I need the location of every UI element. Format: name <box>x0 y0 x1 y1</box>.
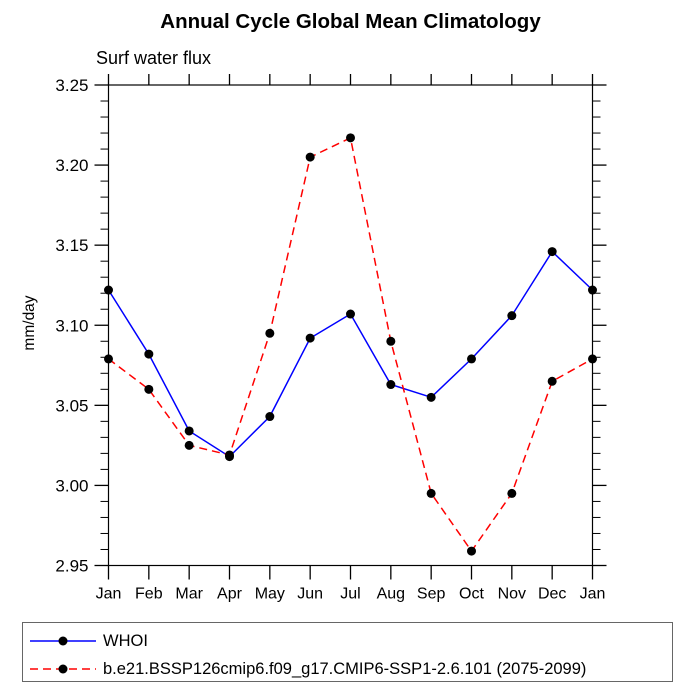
data-point <box>305 333 315 343</box>
y-tick-label: 3.05 <box>55 396 88 415</box>
legend-item-whoi: WHOI <box>23 627 672 655</box>
legend-label-whoi: WHOI <box>103 631 148 650</box>
data-point <box>144 349 154 359</box>
data-point <box>386 336 396 346</box>
data-point <box>588 285 597 295</box>
legend-line-sample-dashed <box>30 664 96 674</box>
x-tick-label: Jan <box>96 586 122 603</box>
x-tick-label: Aug <box>377 586 405 603</box>
data-point <box>144 384 154 394</box>
data-point <box>184 440 194 450</box>
x-tick-label: Feb <box>135 586 163 603</box>
data-point <box>104 354 113 364</box>
chart-subtitle: Surf water flux <box>96 48 212 68</box>
data-point <box>426 488 436 498</box>
data-point <box>426 392 436 402</box>
data-point <box>225 450 234 460</box>
legend-label-model: b.e21.BSSP126cmip6.f09_g17.CMIP6-SSP1-2.… <box>103 659 587 678</box>
data-series-line-0 <box>107 250 594 458</box>
data-point <box>467 354 476 364</box>
x-tick-label: Nov <box>498 586 526 603</box>
data-point <box>104 285 113 295</box>
data-point <box>305 152 315 162</box>
y-tick-label: 3.10 <box>55 316 88 335</box>
x-tick-label: Dec <box>538 586 566 603</box>
x-tick-label: Mar <box>175 586 203 603</box>
legend-marker-icon <box>58 636 68 646</box>
data-point <box>547 376 557 386</box>
x-tick-label: May <box>255 586 285 603</box>
x-tick-label: Jan <box>580 586 606 603</box>
x-tick-label: Sep <box>417 586 446 603</box>
legend: WHOI b.e21.BSSP126cmip6.f09_g17.CMIP6-SS… <box>22 622 673 682</box>
y-tick-label: 3.20 <box>55 156 88 175</box>
data-point <box>507 488 517 498</box>
data-point <box>386 380 396 390</box>
x-tick-label: Oct <box>459 586 484 603</box>
data-point <box>346 309 355 319</box>
y-tick-label: 2.95 <box>55 557 88 576</box>
x-tick-label: Jun <box>297 586 323 603</box>
data-point <box>184 426 194 436</box>
x-tick-label: Apr <box>217 586 243 603</box>
y-tick-label: 3.15 <box>55 236 88 255</box>
legend-item-model: b.e21.BSSP126cmip6.f09_g17.CMIP6-SSP1-2.… <box>23 655 672 683</box>
y-tick-label: 3.00 <box>55 476 88 495</box>
data-point <box>265 328 275 338</box>
data-point <box>588 354 597 364</box>
data-point <box>547 247 557 257</box>
data-point <box>507 311 517 321</box>
plot-area: 2.95 3.00 3.05 3.10 3.15 3.20 3.25 Jan Feb Mar Apr… <box>55 74 607 603</box>
legend-marker-icon <box>58 664 68 674</box>
data-point <box>265 412 275 422</box>
plot-frame <box>107 84 594 567</box>
data-point <box>467 546 476 556</box>
legend-line-sample-solid <box>30 636 96 646</box>
chart-title: Annual Cycle Global Mean Climatology <box>160 10 541 33</box>
data-series-line-1 <box>108 136 593 553</box>
y-tick-label: 3.25 <box>55 76 88 95</box>
x-tick-label: Jul <box>340 586 360 603</box>
data-point <box>346 133 355 143</box>
